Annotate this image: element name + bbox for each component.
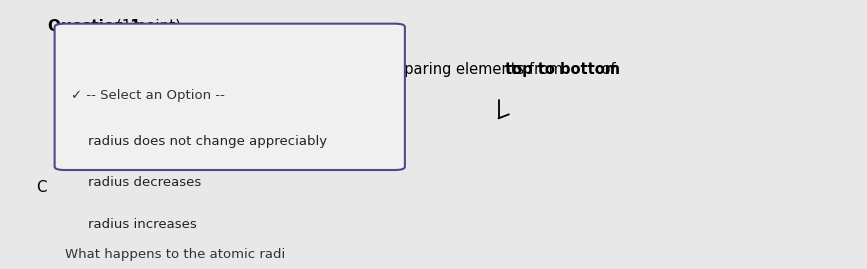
Text: of: of: [597, 62, 616, 77]
Text: radius increases: radius increases: [88, 218, 197, 231]
Text: Question 1: Question 1: [48, 19, 140, 34]
Text: radius decreases: radius decreases: [88, 176, 202, 189]
Text: the same group?: the same group?: [65, 108, 188, 123]
Text: top to bottom: top to bottom: [505, 62, 620, 77]
Text: What happens to the atomic radius when comparing elements from: What happens to the atomic radius when c…: [65, 62, 568, 77]
Text: ✓ -- Select an Option --: ✓ -- Select an Option --: [71, 89, 225, 102]
Text: (1 point): (1 point): [111, 19, 181, 34]
Text: What happens to the atomic radi: What happens to the atomic radi: [65, 248, 285, 261]
FancyBboxPatch shape: [55, 24, 405, 170]
Text: C: C: [36, 180, 47, 195]
Text: radius does not change appreciably: radius does not change appreciably: [88, 134, 328, 147]
